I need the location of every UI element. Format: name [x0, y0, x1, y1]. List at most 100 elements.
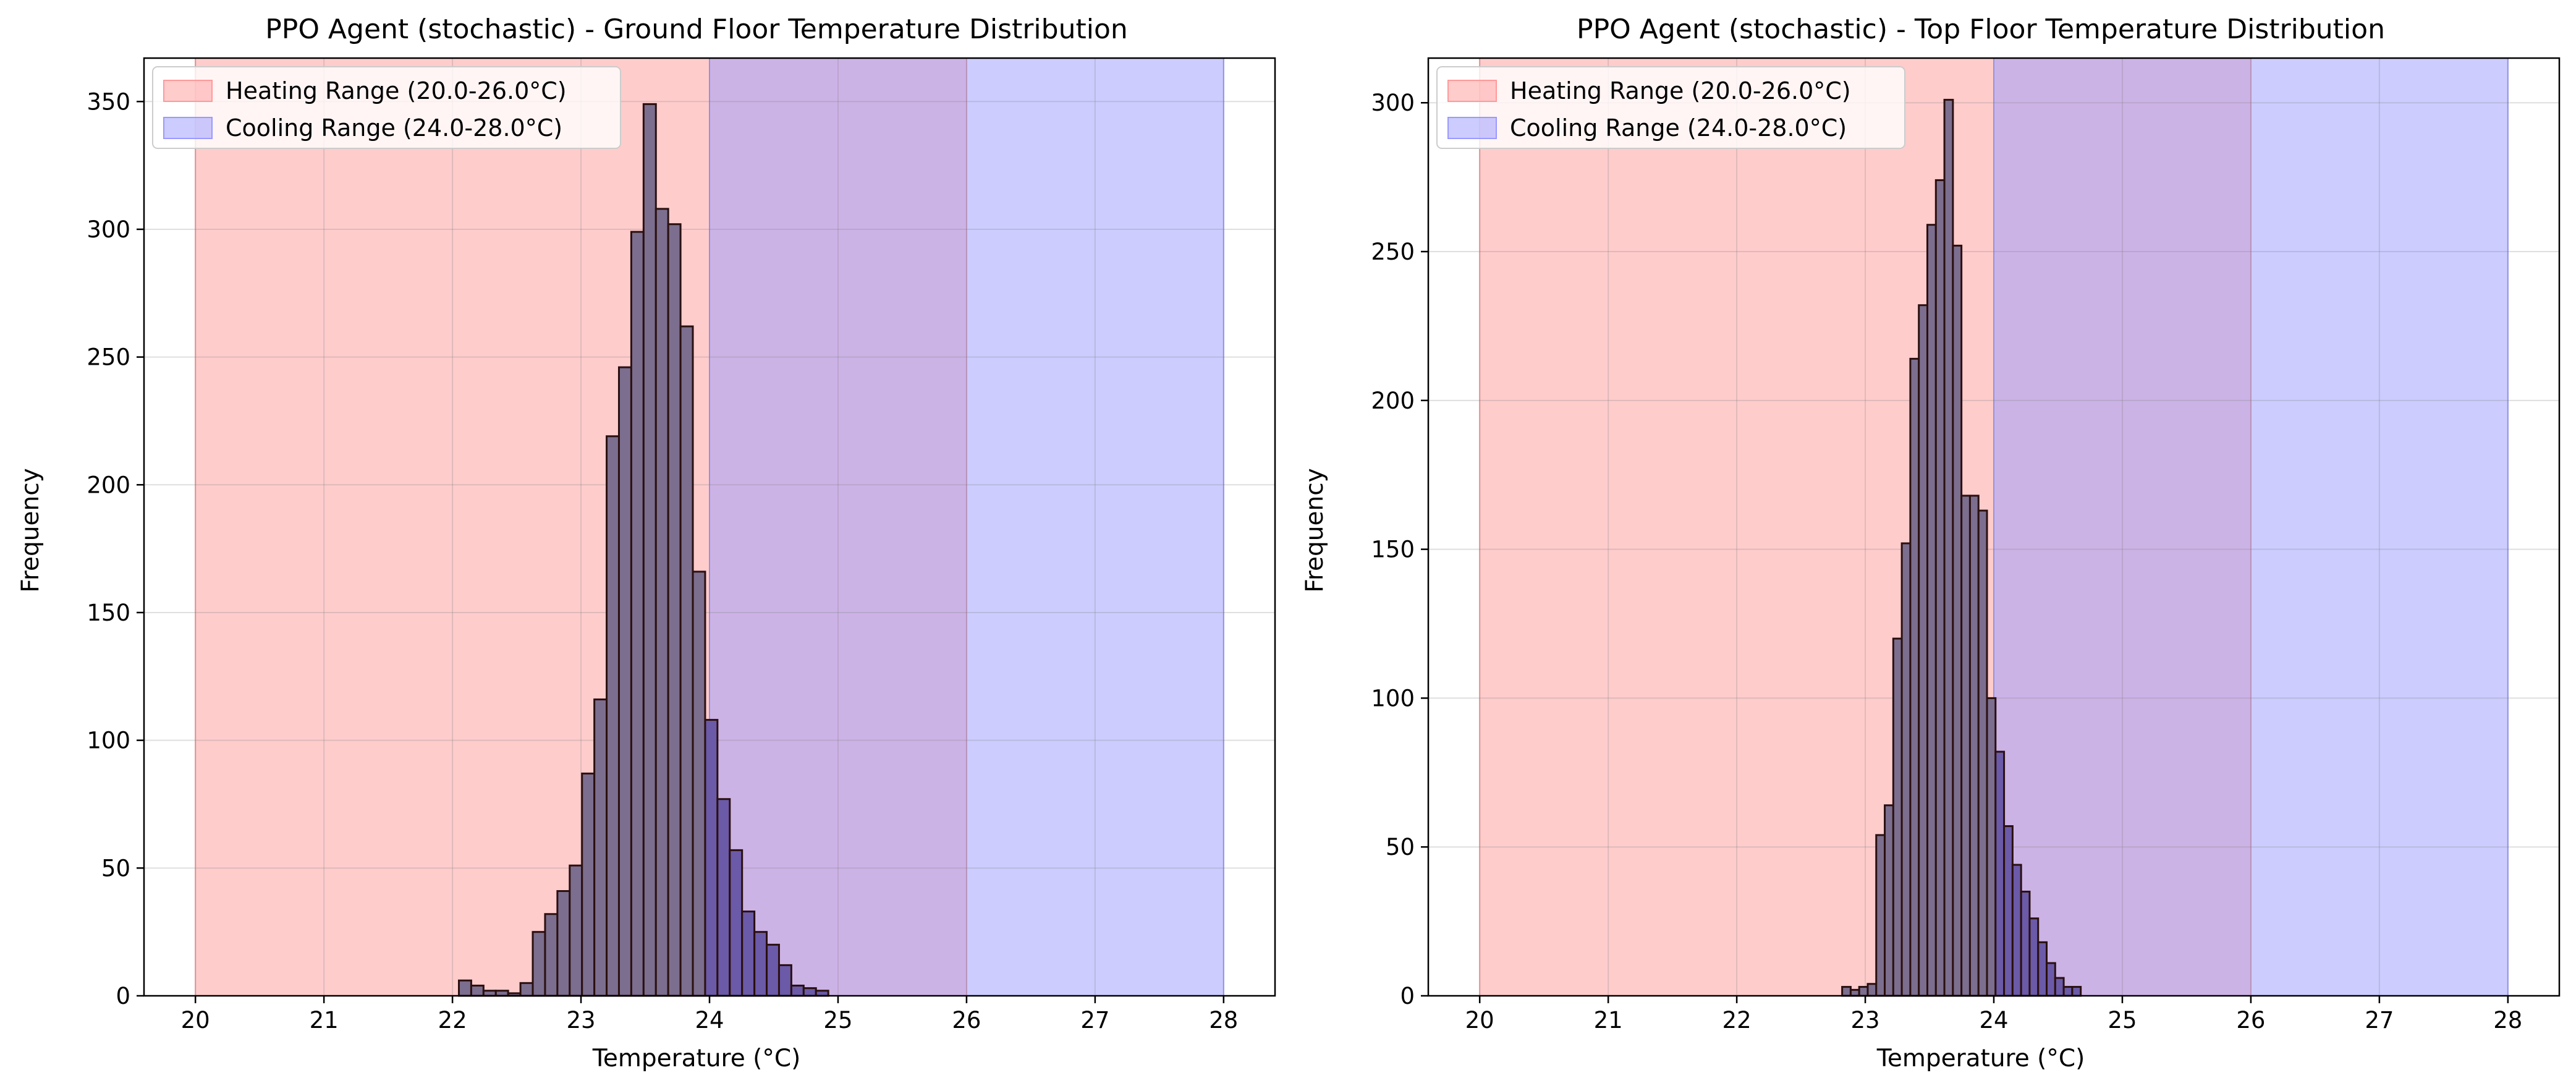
x-tick-label: 23: [566, 1007, 595, 1034]
chart-panel-top-floor: PPO Agent (stochastic) - Top Floor Tempe…: [1301, 14, 2561, 1072]
legend-box: [152, 66, 621, 149]
histogram-bar: [1968, 495, 1980, 997]
histogram-bar: [790, 984, 805, 997]
histogram-bar: [569, 864, 583, 997]
legend-swatch-cooling: [163, 117, 213, 139]
histogram-bar: [2046, 962, 2056, 997]
histogram-bar: [1943, 98, 1954, 997]
histogram-bar: [457, 979, 472, 997]
histogram-bar: [1926, 224, 1937, 997]
histogram-bar: [1875, 834, 1886, 997]
plot-area: 20 21 22 23 24 25 26 27 28 0 50 100 150 200 250 300 Heat…: [1371, 57, 2561, 1034]
chart-title: PPO Agent (stochastic) - Ground Floor Te…: [265, 14, 1128, 45]
y-tick-label: 350: [87, 88, 130, 115]
x-tick-label: 25: [2108, 1007, 2137, 1034]
histogram-bar: [2062, 986, 2074, 997]
histogram-bar: [1892, 637, 1903, 997]
cooling-range-band: [709, 57, 1224, 996]
histogram-bar: [519, 982, 534, 997]
histogram-bar: [655, 208, 669, 997]
y-tick-label: 200: [87, 472, 130, 498]
histogram-bar: [777, 964, 792, 997]
histogram-bar: [470, 984, 485, 997]
y-tick-label: 250: [1371, 239, 1415, 265]
histogram-bar: [1918, 304, 1928, 997]
histogram-bar: [1841, 986, 1852, 997]
cooling-range-band: [1993, 57, 2509, 996]
chart-title: PPO Agent (stochastic) - Top Floor Tempe…: [1577, 14, 2385, 45]
histogram-bar: [1934, 179, 1946, 997]
histogram-bar: [2037, 941, 2048, 997]
x-tick-label: 22: [438, 1007, 467, 1034]
legend-swatch-cooling: [1447, 117, 1497, 139]
histogram-bar: [606, 435, 620, 997]
histogram-bar: [692, 571, 706, 997]
histogram-bar: [2071, 986, 2082, 997]
histogram-bar: [1986, 697, 1997, 997]
histogram-bar: [630, 231, 645, 997]
x-tick-label: 27: [1080, 1007, 1109, 1034]
histogram-bar: [766, 943, 780, 997]
chart-panel-ground-floor: PPO Agent (stochastic) - Ground Floor Te…: [17, 14, 1276, 1072]
legend-label-cooling: Cooling Range (24.0-28.0°C): [1510, 114, 1847, 142]
y-tick-label: 150: [87, 600, 130, 626]
histogram-bar: [2011, 864, 2022, 997]
histogram-bar: [802, 987, 817, 997]
y-tick-label: 250: [87, 344, 130, 371]
histogram-bar: [2054, 977, 2065, 997]
histogram-bar: [2028, 917, 2040, 997]
y-tick-label: 300: [87, 216, 130, 243]
x-axis-label: Temperature (°C): [592, 1045, 801, 1072]
histogram-bar: [1884, 804, 1894, 997]
y-tick-label: 50: [1386, 834, 1415, 860]
histogram-bar: [2020, 890, 2031, 997]
legend-box: [1436, 66, 1905, 149]
x-tick-label: 27: [2365, 1007, 2394, 1034]
x-axis-label: Temperature (°C): [1876, 1045, 2085, 1072]
histogram-bar: [1909, 357, 1920, 997]
x-tick-label: 23: [1850, 1007, 1879, 1034]
x-tick-label: 20: [181, 1007, 210, 1034]
plot-area: 20 21 22 23 24 25 26 27 28 0 50 100 150 200 250 300 350 H…: [87, 57, 1276, 1034]
x-tick-label: 22: [1722, 1007, 1752, 1034]
x-tick-label: 28: [1209, 1007, 1238, 1034]
histogram-bar: [556, 890, 571, 997]
x-tick-label: 25: [823, 1007, 852, 1034]
x-tick-label: 21: [1594, 1007, 1623, 1034]
histogram-bar: [679, 325, 694, 997]
histogram-bar: [741, 911, 756, 997]
y-tick-label: 0: [116, 983, 130, 1009]
legend-swatch-heating: [163, 80, 213, 102]
legend-swatch-heating: [1447, 80, 1497, 102]
histogram-bar: [1858, 986, 1869, 997]
histogram-bar: [1849, 988, 1860, 997]
histogram-bar: [1952, 244, 1963, 997]
y-tick-label: 150: [1371, 537, 1415, 563]
histogram-bar: [753, 931, 768, 997]
histogram-bar: [642, 103, 657, 997]
histogram-bar: [532, 931, 546, 997]
histogram-bar: [667, 223, 682, 997]
histogram-bar: [593, 698, 608, 997]
y-tick-label: 0: [1400, 983, 1415, 1009]
y-tick-label: 300: [1371, 90, 1415, 116]
y-tick-label: 100: [1371, 685, 1415, 711]
histogram-bar: [1994, 750, 2006, 997]
y-tick-label: 200: [1371, 388, 1415, 414]
legend: Heating Range (20.0-26.0°C) Cooling Range…: [152, 66, 621, 149]
x-tick-label: 28: [2493, 1007, 2522, 1034]
x-tick-label: 20: [1465, 1007, 1494, 1034]
legend-label-heating: Heating Range (20.0-26.0°C): [226, 77, 567, 104]
x-tick-label: 26: [2236, 1007, 2265, 1034]
x-tick-label: 24: [1979, 1007, 2008, 1034]
histogram-bar: [1977, 509, 1988, 997]
legend-label-heating: Heating Range (20.0-26.0°C): [1510, 77, 1851, 104]
x-tick-label: 21: [310, 1007, 339, 1034]
x-tick-label: 24: [695, 1007, 724, 1034]
histogram-bar: [1900, 542, 1912, 997]
y-tick-label: 100: [87, 728, 130, 754]
histogram-bar: [544, 913, 559, 997]
histogram-bar: [729, 849, 744, 997]
histogram-bar: [1960, 495, 1971, 997]
